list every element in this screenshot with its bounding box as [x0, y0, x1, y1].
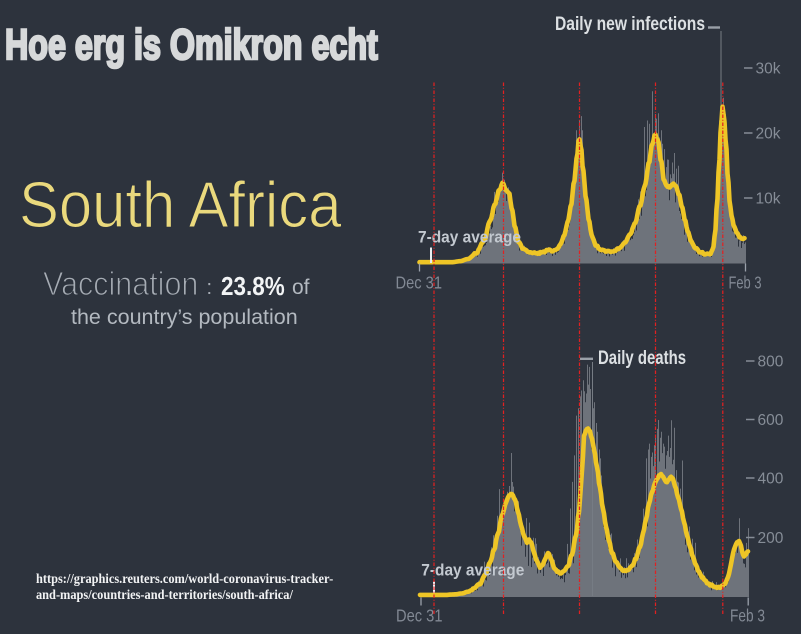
svg-text:400: 400 [758, 470, 784, 487]
svg-text:10k: 10k [756, 190, 781, 207]
svg-text:Feb 3: Feb 3 [730, 606, 765, 626]
svg-text:Dec 31: Dec 31 [396, 273, 443, 293]
svg-text:Dec 31: Dec 31 [396, 606, 443, 626]
svg-text:Daily new infections: Daily new infections [555, 14, 705, 35]
svg-text:7-day average: 7-day average [418, 228, 521, 247]
svg-text:7-day average: 7-day average [421, 560, 524, 579]
svg-text:800: 800 [758, 353, 784, 370]
svg-text:20k: 20k [756, 125, 781, 142]
svg-text:30k: 30k [756, 60, 781, 77]
svg-text:600: 600 [758, 412, 784, 429]
svg-text:200: 200 [758, 530, 784, 547]
svg-text:Feb 3: Feb 3 [729, 273, 762, 293]
svg-text:Daily deaths: Daily deaths [598, 348, 686, 369]
